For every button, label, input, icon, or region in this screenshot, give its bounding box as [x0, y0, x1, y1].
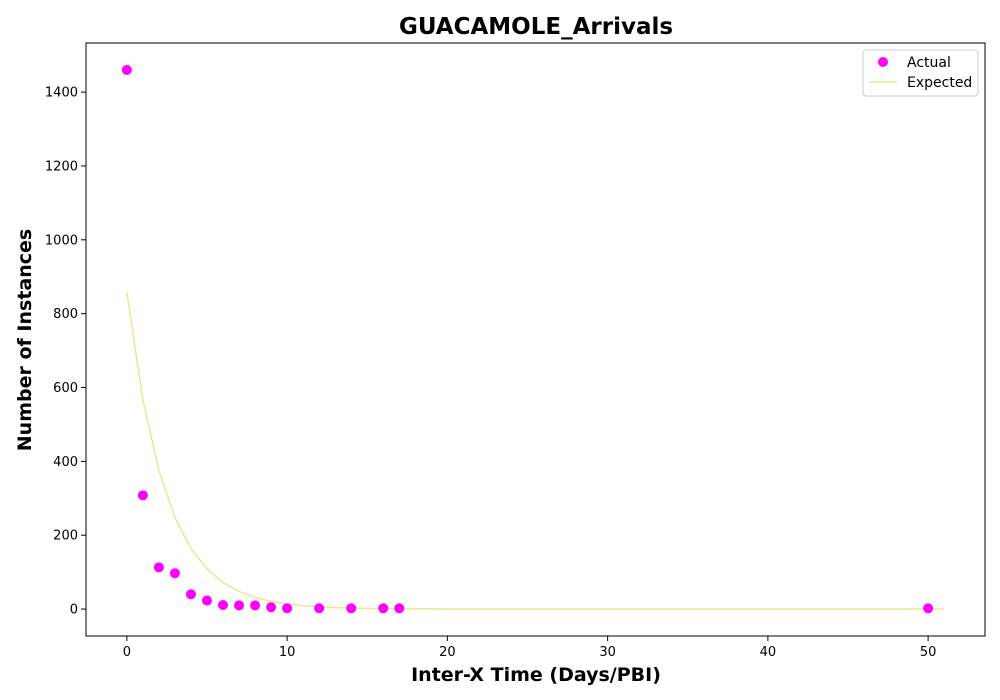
actual-point [137, 490, 148, 501]
actual-point [314, 603, 325, 614]
y-tick-label: 1200 [45, 159, 78, 174]
x-tick-label: 0 [123, 645, 131, 660]
actual-point [218, 599, 229, 610]
y-tick-label: 800 [53, 307, 78, 322]
y-tick-label: 400 [53, 455, 78, 470]
plot-area [121, 64, 945, 614]
x-axis: 0 10 20 30 40 50 [123, 636, 937, 660]
actual-point [346, 603, 357, 614]
legend-label-expected: Expected [907, 75, 972, 91]
plot-frame [85, 42, 986, 637]
y-tick-label: 0 [70, 603, 78, 618]
actual-point [234, 600, 245, 611]
x-tick-label: 40 [760, 645, 777, 660]
actual-point [266, 602, 277, 613]
actual-point [394, 603, 405, 614]
y-axis-label: Number of Instances [14, 229, 36, 451]
actual-point [185, 589, 196, 600]
x-axis-label: Inter-X Time (Days/PBI) [411, 664, 661, 686]
y-axis: 0 200 400 600 800 1000 1200 1400 [45, 86, 86, 618]
actual-point [153, 562, 164, 573]
expected-line [126, 292, 945, 610]
y-tick-label: 1400 [45, 86, 78, 101]
legend-marker-actual [878, 57, 888, 67]
y-tick-label: 600 [53, 381, 78, 396]
legend-label-actual: Actual [907, 55, 951, 71]
x-tick-label: 30 [599, 645, 616, 660]
y-tick-label: 200 [53, 529, 78, 544]
actual-point [282, 603, 293, 614]
legend-box [862, 49, 979, 97]
legend: Actual Expected [862, 49, 979, 97]
actual-point [169, 568, 180, 579]
actual-point [121, 64, 132, 75]
actual-point [923, 603, 934, 614]
x-tick-label: 20 [439, 645, 456, 660]
actual-point [201, 595, 212, 606]
x-tick-label: 50 [920, 645, 937, 660]
x-tick-label: 10 [279, 645, 296, 660]
chart-title: GUACAMOLE_Arrivals [399, 14, 673, 40]
y-tick-label: 1000 [45, 233, 78, 248]
actual-point [378, 603, 389, 614]
actual-point [250, 600, 261, 611]
